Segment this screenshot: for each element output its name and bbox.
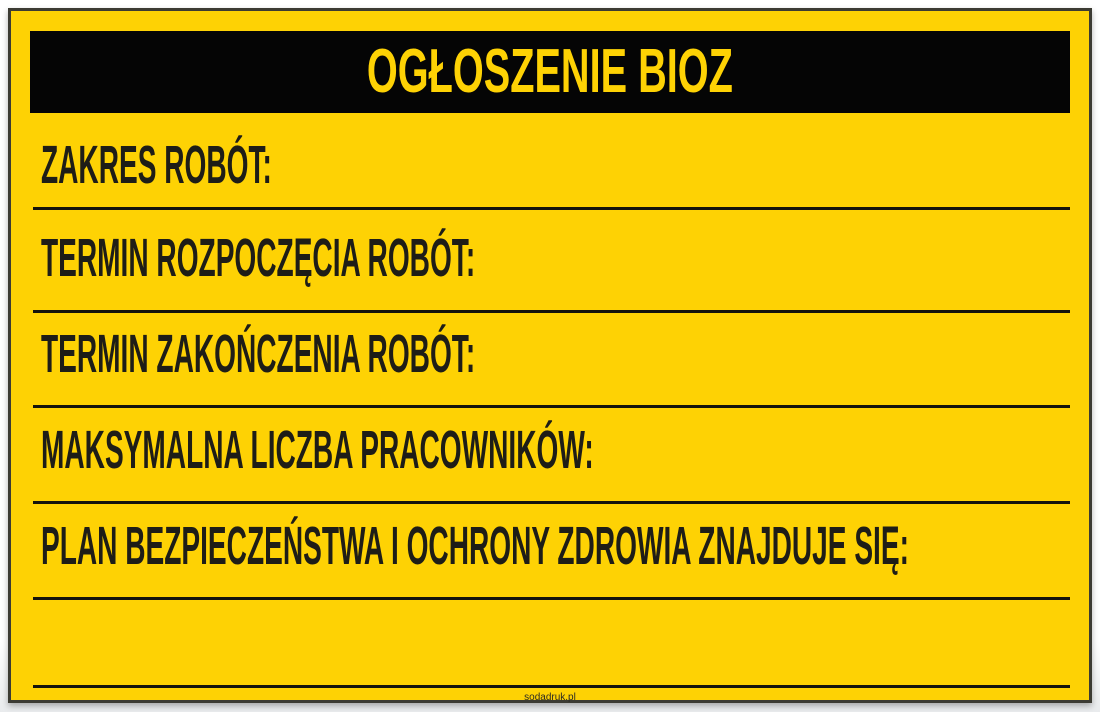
sign-title: OGŁOSZENIE BIOZ [367,37,733,106]
fill-line-termin-zakonczenia [33,405,1070,408]
title-band: OGŁOSZENIE BIOZ [30,31,1070,113]
field-label-plan-bioz: PLAN BEZPIECZEŃSTWA I OCHRONY ZDROWIA ZN… [41,519,1100,573]
field-label-termin-rozpoczecia: TERMIN ROZPOCZĘCIA ROBÓT: [41,231,876,285]
field-label-text: PLAN BEZPIECZEŃSTWA I OCHRONY ZDROWIA ZN… [41,516,909,576]
printer-brand-label: sodadruk.pl [524,692,576,703]
field-label-zakres-robot: ZAKRES ROBÓT: [41,138,485,192]
field-label-text: TERMIN ZAKOŃCZENIA ROBÓT: [41,324,476,384]
field-label-text: ZAKRES ROBÓT: [41,135,272,195]
fill-line-blank [33,685,1070,688]
fill-line-plan-bioz [33,597,1070,600]
field-label-termin-zakonczenia: TERMIN ZAKOŃCZENIA ROBÓT: [41,327,876,381]
fill-line-zakres-robot [33,207,1070,210]
fill-line-maksymalna-liczba [33,501,1070,504]
field-label-maksymalna-liczba: MAKSYMALNA LICZBA PRACOWNIKÓW: [41,423,1100,477]
field-label-text: TERMIN ROZPOCZĘCIA ROBÓT: [41,228,476,288]
bioz-announcement-sign: OGŁOSZENIE BIOZ ZAKRES ROBÓT: TERMIN ROZ… [8,8,1092,703]
field-label-text: MAKSYMALNA LICZBA PRACOWNIKÓW: [41,420,594,480]
fill-line-termin-rozpoczecia [33,310,1070,313]
